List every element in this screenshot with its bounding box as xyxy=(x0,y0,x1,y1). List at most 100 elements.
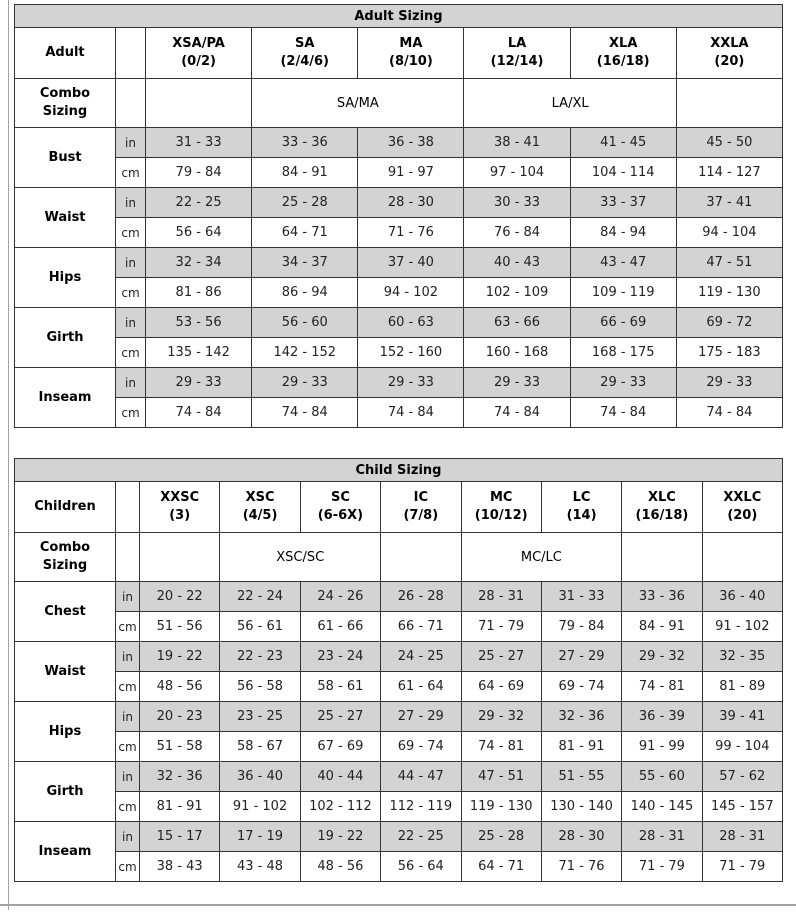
size-name: LA xyxy=(507,35,527,51)
child-size-column-header-2: SC (6-6X) xyxy=(299,481,382,533)
adult-waist-cm-value-1: 64 - 71 xyxy=(251,217,359,248)
adult-table-title: Adult Sizing xyxy=(14,4,783,28)
child-chest-cm-value-1: 56 - 61 xyxy=(219,611,301,642)
size-range: (3) xyxy=(169,508,191,523)
adult-waist-cm-value-4: 84 - 94 xyxy=(569,217,677,248)
child-hips-in-value-0: 20 - 23 xyxy=(138,701,221,732)
child-girth-in-value-3: 44 - 47 xyxy=(380,761,462,792)
child-hips-in-value-4: 29 - 32 xyxy=(460,701,542,732)
child-chest-cm-value-4: 71 - 79 xyxy=(460,611,542,642)
child-hips-in-value-7: 39 - 41 xyxy=(701,701,784,732)
adult-waist-cm-value-5: 94 - 104 xyxy=(675,217,784,248)
child-size-column-header-5: LC (14) xyxy=(540,481,623,533)
child-size-column-header-3: IC (7/8) xyxy=(380,481,462,533)
size-name: XLA xyxy=(609,35,638,51)
adult-girth-cm-value-3: 160 - 168 xyxy=(463,337,571,368)
adult-bust-in-value-4: 41 - 45 xyxy=(569,127,677,158)
unit-cell-cm: cm xyxy=(115,731,140,762)
adult-girth-in-value-0: 53 - 56 xyxy=(144,307,253,338)
child-chest-cm-value-0: 51 - 56 xyxy=(138,611,221,642)
size-name: SA xyxy=(295,35,315,51)
adult-bust-in-value-0: 31 - 33 xyxy=(144,127,253,158)
child-waist-cm-value-3: 61 - 64 xyxy=(380,671,462,702)
child-girth-cm-value-7: 145 - 157 xyxy=(701,791,784,822)
child-combo-cell-3: MC/LC xyxy=(460,532,623,582)
adult-inseam-cm-value-4: 74 - 84 xyxy=(569,397,677,428)
adult-hips-cm-value-0: 81 - 86 xyxy=(144,277,253,308)
child-chest-cm-value-7: 91 - 102 xyxy=(701,611,784,642)
adult-combo-unit-spacer xyxy=(115,78,146,128)
adult-combo-row: Combo Sizing SA/MA LA/XL xyxy=(14,78,784,128)
child-chest-in-value-5: 31 - 33 xyxy=(540,581,623,612)
adult-girth-cm-value-0: 135 - 142 xyxy=(144,337,253,368)
child-girth-cm-value-6: 140 - 145 xyxy=(621,791,703,822)
child-hips-in-row: Hips in 20 - 23 23 - 25 25 - 27 27 - 29 29 - 3… xyxy=(14,701,784,762)
child-hips-in-value-1: 23 - 25 xyxy=(219,701,301,732)
adult-inseam-cm-value-1: 74 - 84 xyxy=(251,397,359,428)
child-inseam-cm-value-5: 71 - 76 xyxy=(540,851,623,882)
child-combo-label: Combo Sizing xyxy=(14,532,116,582)
adult-inseam-in-value-4: 29 - 33 xyxy=(569,367,677,398)
adult-waist-in-value-1: 25 - 28 xyxy=(251,187,359,218)
child-size-column-header-4: MC (10/12) xyxy=(460,481,542,533)
child-girth-in-value-6: 55 - 60 xyxy=(621,761,703,792)
child-hips-in-value-3: 27 - 29 xyxy=(380,701,462,732)
adult-waist-in-value-0: 22 - 25 xyxy=(144,187,253,218)
child-waist-in-row: Waist in 19 - 22 22 - 23 23 - 24 24 - 25 25 - … xyxy=(14,641,784,702)
child-girth-in-value-0: 32 - 36 xyxy=(138,761,221,792)
unit-cell-cm: cm xyxy=(115,791,140,822)
unit-cell-in: in xyxy=(115,367,146,398)
adult-girth-in-value-2: 60 - 63 xyxy=(357,307,465,338)
size-name: XXLA xyxy=(710,35,749,51)
size-name: XSC xyxy=(245,489,275,505)
child-inseam-in-value-0: 15 - 17 xyxy=(138,821,221,852)
adult-inseam-cm-value-5: 74 - 84 xyxy=(675,397,784,428)
adult-combo-cell-0 xyxy=(144,78,253,128)
adult-waist-in-value-2: 28 - 30 xyxy=(357,187,465,218)
child-waist-cm-value-5: 69 - 74 xyxy=(540,671,623,702)
child-waist-in-value-0: 19 - 22 xyxy=(138,641,221,672)
adult-measurement-label-girth: Girth xyxy=(14,307,116,368)
unit-cell-cm: cm xyxy=(115,611,140,642)
adult-combo-cell-3 xyxy=(675,78,784,128)
adult-hips-cm-row: cm 81 - 86 86 - 94 94 - 102 102 - 109 109 - 1… xyxy=(15,277,784,308)
adult-waist-cm-value-2: 71 - 76 xyxy=(357,217,465,248)
adult-girth-cm-row: cm 135 - 142 142 - 152 152 - 160 160 - 168 16… xyxy=(15,337,784,368)
child-inseam-cm-value-4: 64 - 71 xyxy=(460,851,542,882)
child-measurement-label-hips: Hips xyxy=(14,701,116,762)
size-range: (4/5) xyxy=(242,508,278,523)
adult-bust-cm-value-3: 97 - 104 xyxy=(463,157,571,188)
child-waist-cm-value-0: 48 - 56 xyxy=(138,671,221,702)
child-hips-cm-row: cm 51 - 58 58 - 67 67 - 69 69 - 74 74 - 81 81 … xyxy=(15,731,784,762)
child-unit-col-spacer xyxy=(115,481,140,533)
adult-inseam-in-value-2: 29 - 33 xyxy=(357,367,465,398)
adult-sizing-table: Adult Sizing Adult XSA/PA (0/2) SA (2/4/6) MA (… xyxy=(14,4,784,428)
child-chest-cm-value-3: 66 - 71 xyxy=(380,611,462,642)
size-name: LC xyxy=(572,489,591,505)
adult-bust-cm-value-2: 91 - 97 xyxy=(357,157,465,188)
adult-size-column-header-5: XXLA (20) xyxy=(675,27,784,79)
child-size-column-header-7: XXLC (20) xyxy=(701,481,784,533)
child-inseam-in-value-7: 28 - 31 xyxy=(701,821,784,852)
unit-cell-in: in xyxy=(115,307,146,338)
child-chest-in-value-2: 24 - 26 xyxy=(299,581,382,612)
child-inseam-in-row: Inseam in 15 - 17 17 - 19 19 - 22 22 - 25 25 -… xyxy=(14,821,784,882)
adult-girth-in-row: Girth in 53 - 56 56 - 60 60 - 63 63 - 66 66 - … xyxy=(14,307,784,368)
size-range: (16/18) xyxy=(635,508,689,523)
adult-girth-in-value-1: 56 - 60 xyxy=(251,307,359,338)
adult-waist-in-value-4: 33 - 37 xyxy=(569,187,677,218)
child-hips-in-value-2: 25 - 27 xyxy=(299,701,382,732)
child-combo-cell-1: XSC/SC xyxy=(219,532,382,582)
child-waist-cm-value-2: 58 - 61 xyxy=(299,671,382,702)
size-range: (7/8) xyxy=(403,508,439,523)
adult-hips-cm-value-5: 119 - 130 xyxy=(675,277,784,308)
adult-hips-in-row: Hips in 32 - 34 34 - 37 37 - 40 40 - 43 43 - 4… xyxy=(14,247,784,308)
adult-hips-cm-value-4: 109 - 119 xyxy=(569,277,677,308)
adult-inseam-in-value-1: 29 - 33 xyxy=(251,367,359,398)
size-name: IC xyxy=(413,489,428,505)
child-waist-in-value-4: 25 - 27 xyxy=(460,641,542,672)
child-girth-in-value-4: 47 - 51 xyxy=(460,761,542,792)
size-name: XXSC xyxy=(160,489,200,505)
child-size-column-header-6: XLC (16/18) xyxy=(621,481,703,533)
adult-bust-cm-value-5: 114 - 127 xyxy=(675,157,784,188)
